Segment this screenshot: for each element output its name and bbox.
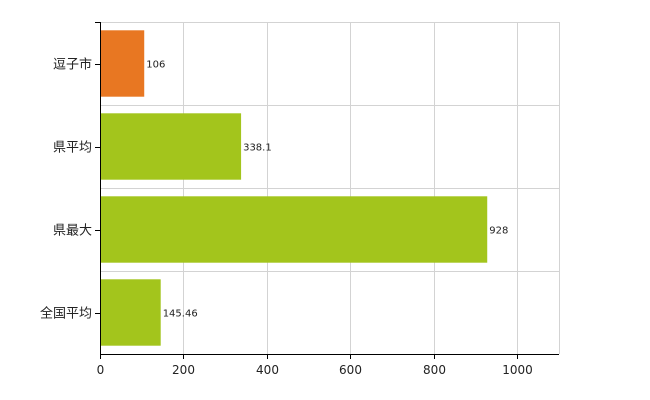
bar	[101, 113, 242, 180]
x-tick-label: 400	[256, 363, 279, 377]
value-labels: 106 338.1 928 145.46	[146, 60, 508, 320]
bar	[101, 279, 161, 346]
x-tick-label: 1000	[502, 363, 533, 377]
category-label: 逗子市	[53, 57, 92, 73]
category-label: 全国平均	[40, 306, 92, 322]
x-tick-label: 200	[172, 363, 195, 377]
category-label: 県最大	[53, 224, 92, 239]
value-label: 928	[489, 226, 508, 237]
value-label: 145.46	[163, 309, 198, 320]
value-label: 338.1	[243, 143, 272, 154]
x-tick-label: 800	[423, 363, 446, 377]
bars	[101, 30, 488, 346]
x-tick-label: 0	[97, 363, 105, 377]
bar	[101, 196, 488, 263]
x-tick-label: 600	[339, 363, 362, 377]
gridlines	[100, 22, 560, 355]
category-label: 県平均	[53, 141, 92, 156]
bar	[101, 30, 145, 97]
value-label: 106	[146, 60, 165, 71]
